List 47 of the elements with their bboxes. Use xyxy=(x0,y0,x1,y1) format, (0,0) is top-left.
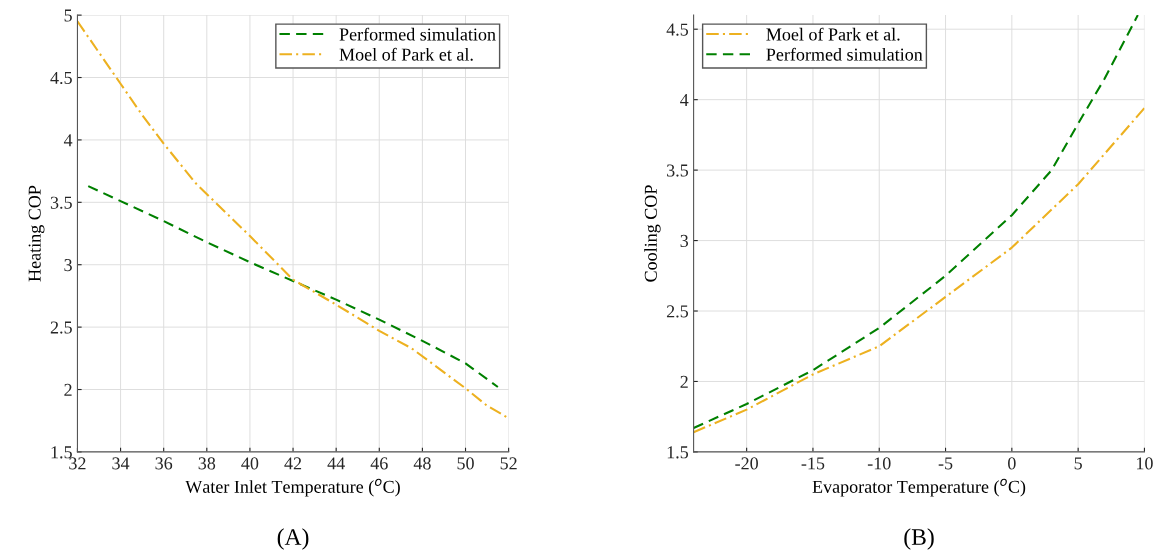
y-tick-label: 4.5 xyxy=(50,71,72,85)
y-tick-label: 1.5 xyxy=(667,446,689,459)
x-tick-label: -5 xyxy=(938,457,953,470)
y-tick-label: 2 xyxy=(680,375,688,388)
text: (B) xyxy=(904,528,934,550)
y-tick-label: 5 xyxy=(64,9,72,22)
y-tick-label: 2 xyxy=(64,383,72,396)
x-tick-label: 44 xyxy=(327,457,345,470)
y-axis-title: Heating COP xyxy=(28,185,45,282)
y-tick-label: 1.5 xyxy=(51,446,72,459)
x-tick-label: -10 xyxy=(867,457,891,470)
x-tick-label: 46 xyxy=(370,457,388,470)
y-tick-label: 4.5 xyxy=(666,23,689,36)
x-tick-label: 38 xyxy=(198,457,216,470)
line-series xyxy=(693,15,1139,430)
y-tick-label: 3.5 xyxy=(50,196,72,209)
x-tick-label: 5 xyxy=(1074,457,1082,470)
x-tick-label: 52 xyxy=(500,457,517,470)
x-tick-label: 48 xyxy=(413,457,431,470)
y-tick-label: 4 xyxy=(63,134,73,147)
y-axis-title: Cooling COP xyxy=(644,185,661,282)
line-series xyxy=(693,107,1145,434)
y-tick-label: 2.5 xyxy=(50,321,72,334)
y-tick-label: 3.5 xyxy=(667,164,689,177)
x-tick-label: 50 xyxy=(457,457,474,470)
text: (A) xyxy=(277,528,309,550)
x-tick-label: 42 xyxy=(284,457,302,470)
x-tick-label: 32 xyxy=(69,457,86,470)
y-tick-label: 2.5 xyxy=(666,305,689,318)
x-tick-label: 0 xyxy=(1008,457,1016,470)
x-tick-label: -15 xyxy=(801,457,825,470)
x-tick-label: 40 xyxy=(241,457,259,470)
x-tick-label: 34 xyxy=(112,457,130,470)
x-tick-label: 36 xyxy=(155,457,173,470)
x-tick-label: 10 xyxy=(1137,457,1153,470)
line-series xyxy=(77,20,509,420)
x-axis-title: Evaporator Temperature ($^{o}$C) xyxy=(812,478,1026,497)
legend-label: Performed simulation xyxy=(766,47,923,61)
y-tick-label: 3 xyxy=(680,234,689,248)
legend-label: Moel of Park et al. xyxy=(766,27,900,41)
x-tick-label: -20 xyxy=(735,457,758,470)
y-tick-label: 4 xyxy=(680,94,689,106)
y-tick-label: 3 xyxy=(64,259,72,272)
x-axis-title: Water Inlet Temperature ($^{o}$C) xyxy=(185,478,400,497)
line-series xyxy=(87,185,499,389)
legend-label: Performed simulation xyxy=(339,27,496,41)
legend-label: Moel of Park et al. xyxy=(339,47,473,61)
